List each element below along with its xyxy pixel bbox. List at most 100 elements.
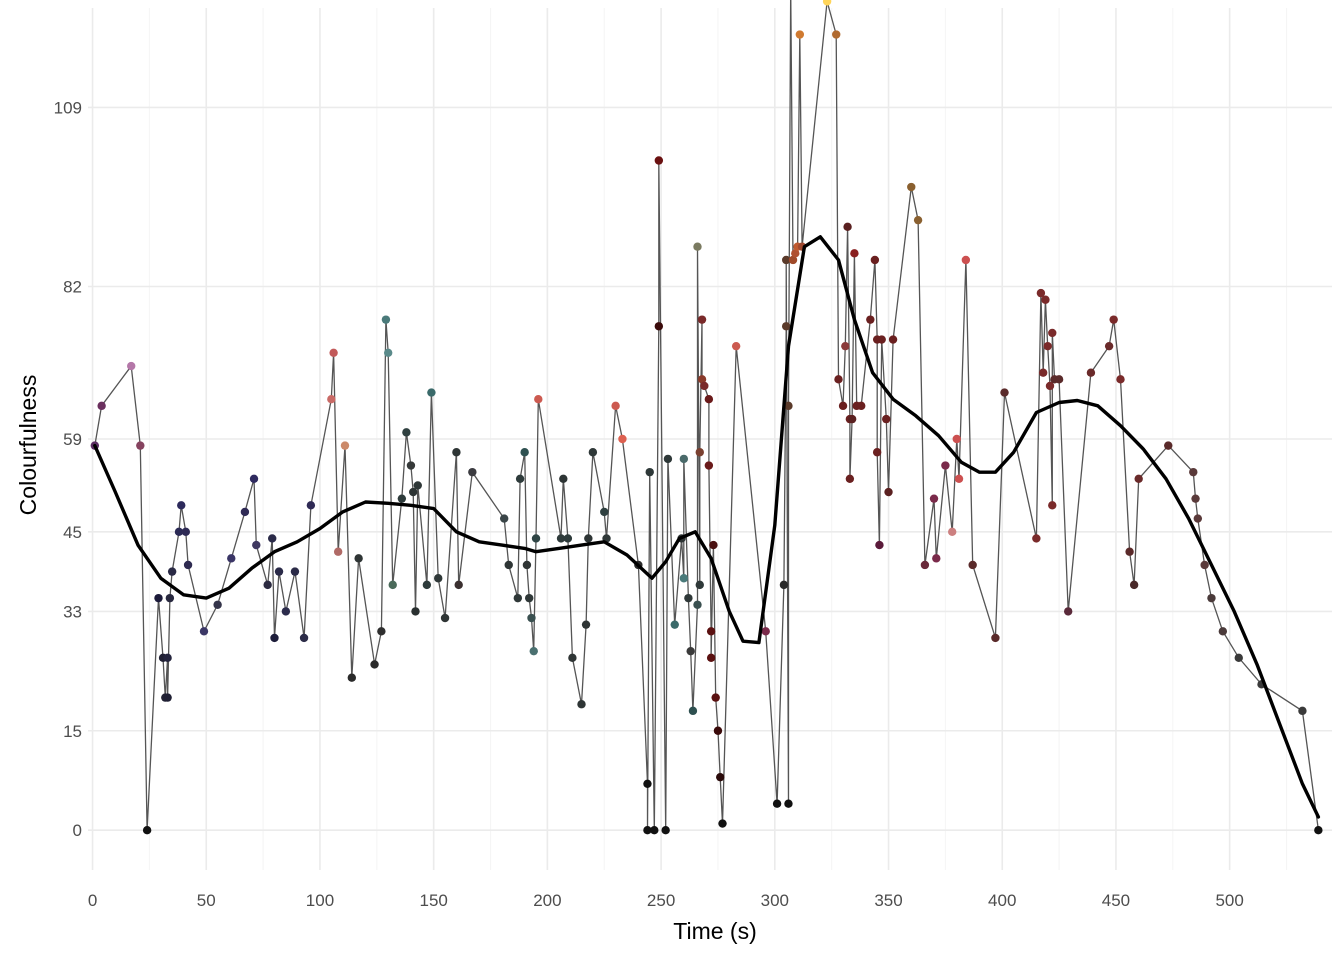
data-point (779, 580, 789, 590)
data-point (513, 593, 523, 603)
data-point (654, 322, 664, 331)
x-tick-label: 50 (197, 891, 216, 910)
x-tick-label: 150 (419, 891, 447, 910)
data-point (772, 799, 782, 808)
raw-series-points (90, 0, 1323, 835)
data-point (227, 554, 236, 563)
data-point (700, 381, 709, 391)
data-point (688, 706, 698, 716)
data-point (941, 461, 950, 470)
data-point (581, 620, 591, 629)
data-point (406, 461, 416, 470)
data-point (183, 560, 193, 570)
y-axis-tick-labels: 0 15 33 45 59 82 109 (54, 98, 82, 840)
data-point (684, 593, 693, 603)
data-point (716, 772, 725, 782)
data-point (347, 673, 357, 682)
data-point (563, 534, 573, 543)
data-point (1038, 368, 1048, 377)
data-point (181, 527, 190, 537)
data-point (240, 507, 250, 517)
data-point (522, 560, 532, 570)
data-point (142, 826, 152, 835)
data-point (163, 693, 172, 702)
data-point (704, 395, 714, 404)
data-point (834, 375, 843, 384)
data-point (643, 779, 652, 788)
data-point (1234, 653, 1243, 663)
data-point (1218, 627, 1228, 636)
data-point (884, 487, 893, 497)
data-point (413, 481, 422, 490)
data-point (1191, 494, 1200, 503)
raw-series-line (94, 0, 1320, 831)
smooth-trend-line (93, 235, 1321, 819)
data-point (559, 474, 568, 483)
data-point (611, 401, 620, 411)
data-point (454, 580, 463, 590)
data-point (174, 527, 184, 537)
data-point (718, 819, 727, 828)
data-point (213, 600, 222, 609)
data-point (784, 401, 793, 411)
data-point (290, 567, 300, 576)
data-point (568, 653, 577, 663)
data-point (650, 826, 659, 835)
data-point (281, 607, 291, 616)
data-point (913, 215, 923, 225)
data-point (1298, 706, 1307, 716)
data-point (588, 448, 598, 457)
data-point (948, 527, 957, 537)
data-point (870, 255, 880, 265)
data-point (781, 322, 791, 331)
x-tick-label: 300 (761, 891, 789, 910)
data-point (695, 580, 704, 590)
data-point (847, 414, 857, 424)
data-point (920, 560, 930, 570)
data-point (524, 593, 534, 603)
data-point (527, 613, 536, 623)
data-point (954, 474, 964, 483)
data-point (274, 567, 284, 576)
data-point (534, 395, 543, 404)
data-point (397, 494, 407, 503)
data-point (97, 401, 106, 411)
data-point (1116, 375, 1125, 384)
data-point (452, 448, 461, 457)
data-point (333, 547, 343, 556)
data-point (713, 726, 723, 735)
data-point (1193, 514, 1203, 523)
data-point (907, 182, 916, 192)
data-point (697, 315, 707, 324)
y-tick-label: 0 (73, 821, 82, 840)
data-point (249, 474, 259, 483)
data-point (704, 461, 714, 470)
x-tick-label: 250 (647, 891, 675, 910)
data-point (434, 574, 443, 583)
data-point (695, 448, 704, 457)
data-point (1104, 341, 1114, 351)
data-point (654, 156, 664, 165)
data-point (618, 434, 627, 444)
data-point (693, 242, 702, 251)
data-point (127, 361, 136, 371)
data-point (504, 560, 513, 570)
data-point (167, 567, 177, 576)
data-point (991, 633, 1000, 643)
data-point (1189, 467, 1198, 477)
data-point (932, 554, 941, 563)
data-point (679, 454, 689, 464)
data-point (199, 627, 209, 636)
data-point (706, 653, 716, 663)
raw-series-lines (94, 0, 1320, 831)
data-point (427, 388, 436, 397)
data-point (838, 401, 848, 411)
data-point (1134, 474, 1143, 483)
data-point (531, 534, 541, 543)
data-point (877, 335, 886, 344)
data-point (670, 620, 679, 629)
data-point (327, 395, 336, 404)
data-point (402, 428, 411, 437)
data-point (577, 700, 586, 709)
y-tick-label: 15 (63, 722, 82, 741)
